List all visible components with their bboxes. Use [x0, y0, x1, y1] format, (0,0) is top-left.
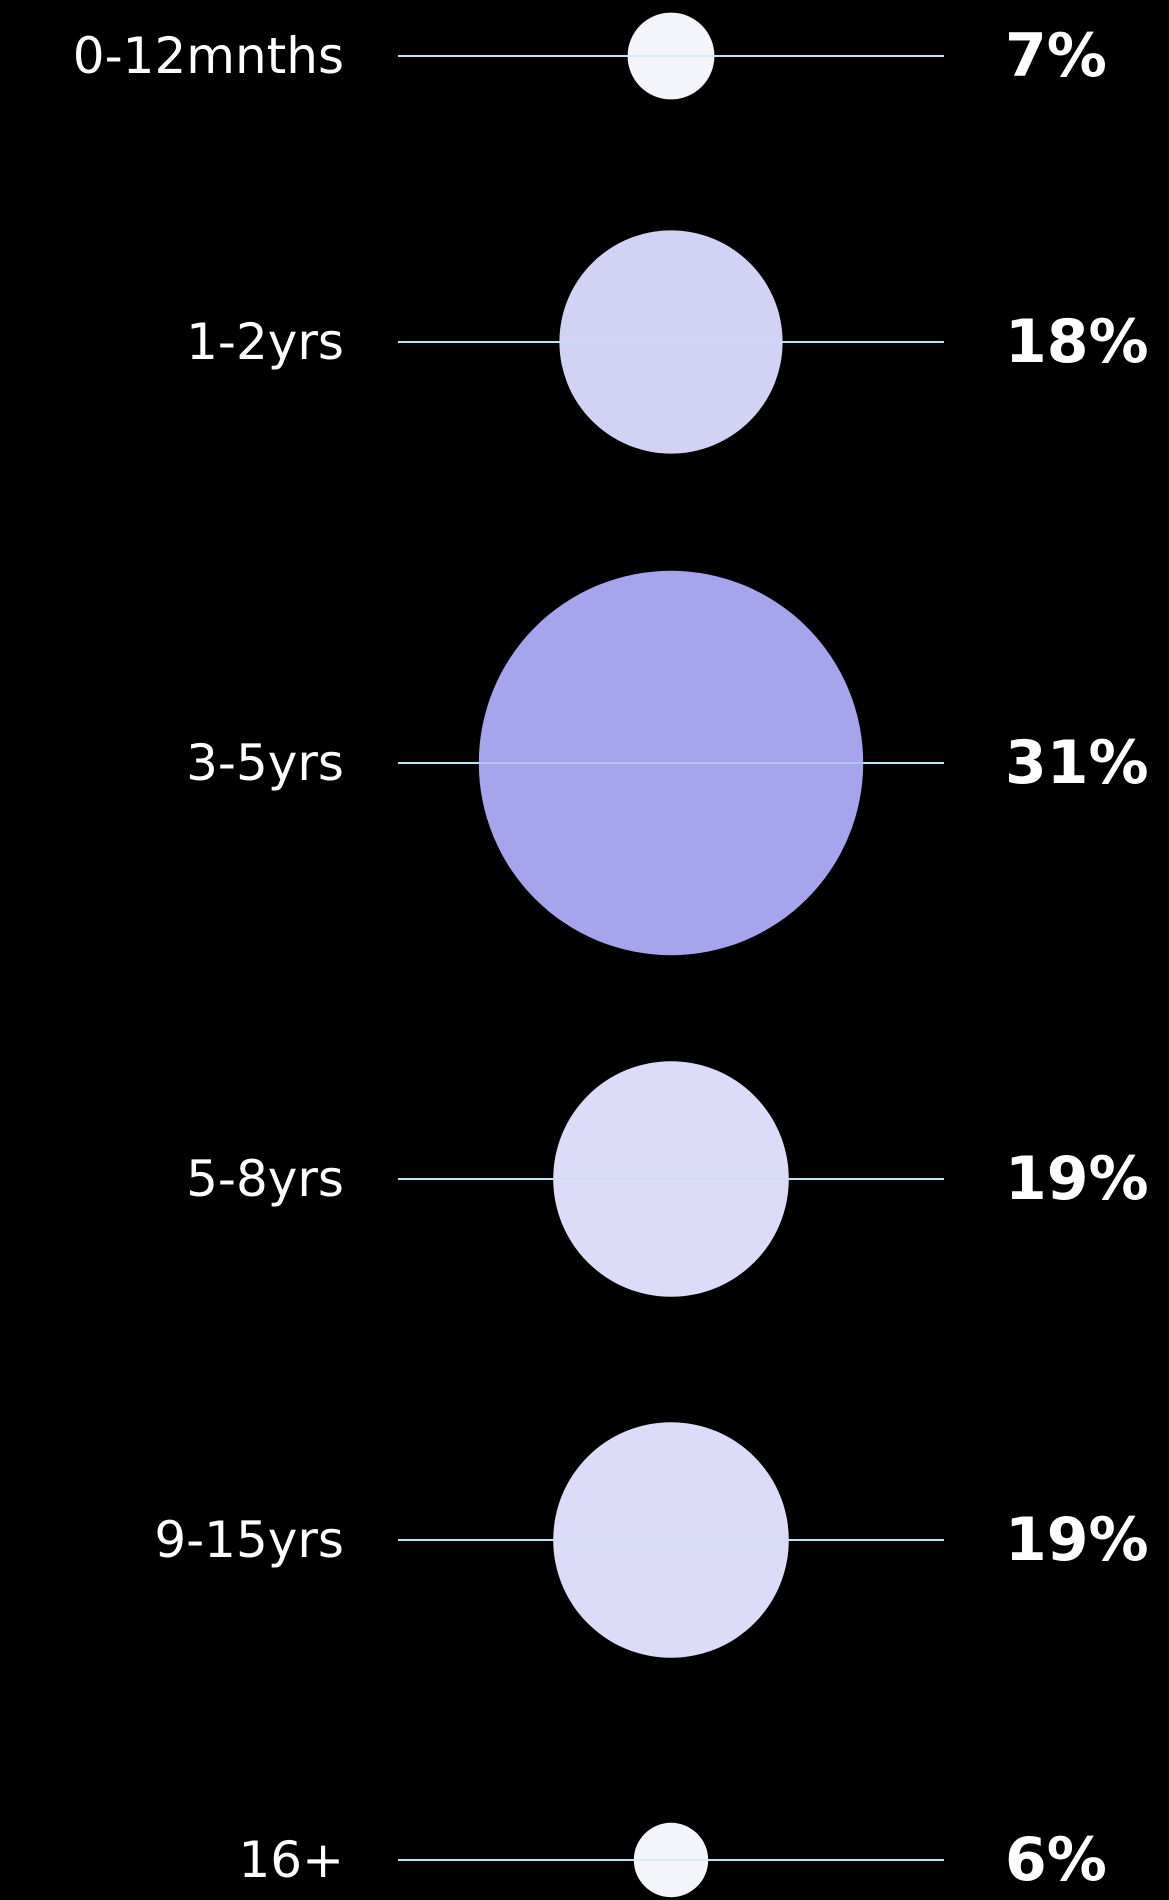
value-label: 31%: [1005, 728, 1149, 798]
category-label: 3-5yrs: [186, 734, 344, 792]
category-label: 1-2yrs: [186, 313, 344, 371]
value-label: 7%: [1005, 21, 1107, 91]
value-label: 19%: [1005, 1144, 1149, 1214]
category-label: 16+: [238, 1831, 344, 1889]
category-label: 9-15yrs: [154, 1511, 344, 1569]
category-label: 0-12mnths: [73, 27, 344, 85]
value-label: 19%: [1005, 1505, 1149, 1575]
value-label: 18%: [1005, 307, 1149, 377]
chart-rows: 0-12mnths 7% 1-2yrs 18% 3-5yrs 31% 5-8yrs 19% 9-…: [73, 12, 1149, 1898]
value-label: 6%: [1005, 1825, 1107, 1895]
category-label: 5-8yrs: [186, 1150, 344, 1208]
